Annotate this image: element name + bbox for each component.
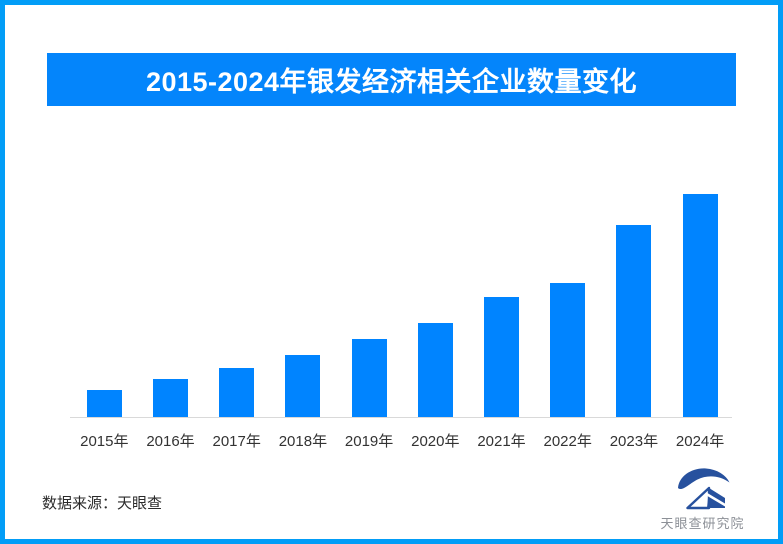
- bar-2022年: [550, 283, 586, 417]
- x-tick-label-2020年: 2020年: [411, 433, 460, 450]
- bar-2023年: [616, 225, 652, 417]
- tianyancha-logo-label: 天眼查研究院: [660, 516, 745, 531]
- x-tick-label-2017年: 2017年: [212, 433, 261, 450]
- x-tick-label-2019年: 2019年: [344, 433, 394, 450]
- bar-2019年: [351, 339, 387, 417]
- tianyancha-logo: 天眼查研究院: [650, 466, 755, 532]
- bar-2017年: [219, 368, 255, 417]
- x-tick-label-2023年: 2023年: [609, 433, 659, 450]
- bar-2016年: [153, 379, 188, 417]
- x-tick-label-2016年: 2016年: [146, 433, 195, 450]
- chart-title: 2015-2024年银发经济相关企业数量变化: [145, 67, 638, 97]
- x-tick-label-2022年: 2022年: [543, 433, 592, 450]
- plot-area: 2015年 2016年 2017年 2018年 2019年 2020年 2021年 2022年…: [5, 5, 778, 539]
- bar-2015年: [86, 390, 122, 417]
- bar-2020年: [417, 323, 453, 417]
- x-axis-line: [70, 417, 732, 418]
- logo-house-body: [706, 488, 725, 508]
- x-tick-label-2018年: 2018年: [278, 433, 328, 450]
- bar-2024年: [682, 194, 718, 417]
- bar-2021年: [484, 297, 519, 417]
- data-source-note: 数据来源：天眼查: [42, 495, 163, 512]
- x-tick-label-2024年: 2024年: [675, 433, 725, 450]
- logo-swoosh-shape: [677, 468, 729, 490]
- chart-title-banner: 2015-2024年银发经济相关企业数量变化: [47, 53, 736, 106]
- tianyancha-eye-icon: [677, 468, 729, 510]
- logo-house-roofline: [706, 492, 725, 507]
- x-tick-label-2021年: 2021年: [477, 433, 526, 450]
- bar-2018年: [285, 355, 321, 417]
- x-tick-label-2015年: 2015年: [80, 433, 129, 450]
- logo-house-outline: [685, 486, 710, 510]
